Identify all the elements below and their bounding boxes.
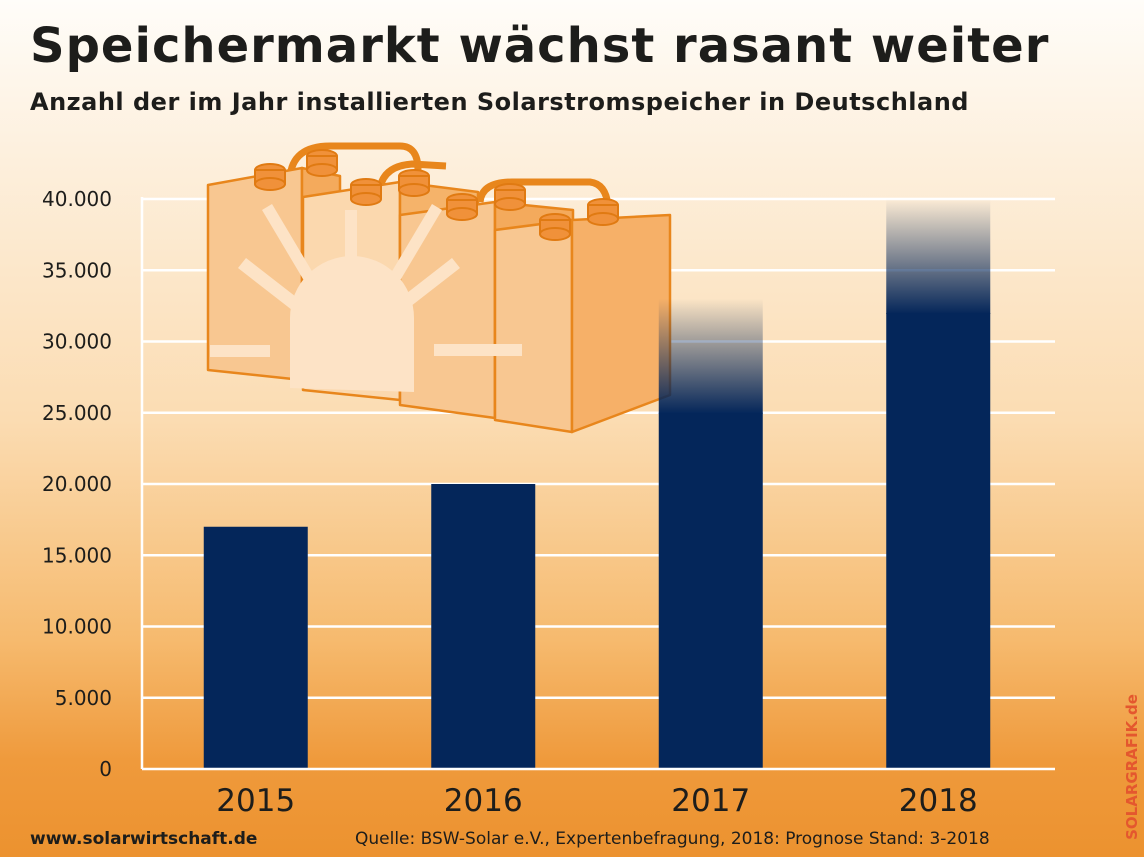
x-tick-label: 2017 <box>671 783 750 819</box>
bar <box>431 484 536 769</box>
y-tick-label: 40.000 <box>42 187 112 211</box>
axes <box>140 197 1055 771</box>
tick-labels: 0 5.000 10.000 15.000 20.000 25.000 30.000 35.0… <box>42 187 978 819</box>
y-tick-label: 15.000 <box>42 543 112 567</box>
bar-forecast-fade <box>658 298 763 414</box>
website-link[interactable]: www.solarwirtschaft.de <box>30 829 258 849</box>
y-tick-label: 10.000 <box>42 615 112 639</box>
x-tick-label: 2018 <box>899 783 978 819</box>
x-tick-label: 2015 <box>216 783 295 819</box>
y-tick-label: 25.000 <box>42 401 112 425</box>
y-tick-label: 0 <box>99 757 112 781</box>
y-tick-label: 20.000 <box>42 472 112 496</box>
chart-title: Speichermarkt wächst rasant weiter <box>30 18 1050 74</box>
bar <box>658 412 763 769</box>
bars <box>203 199 991 769</box>
credit-label: SOLARGRAFIK.de <box>1123 694 1141 840</box>
bar <box>886 313 991 769</box>
y-tick-label: 30.000 <box>42 330 112 354</box>
bar <box>203 526 308 769</box>
chart-subtitle: Anzahl der im Jahr installierten Solarst… <box>30 88 969 116</box>
bar-forecast-fade <box>886 199 991 314</box>
source-note: Quelle: BSW-Solar e.V., Expertenbefragun… <box>355 829 990 849</box>
battery-storage-sun-icon <box>206 142 672 434</box>
y-tick-label: 35.000 <box>42 258 112 282</box>
y-tick-label: 5.000 <box>55 686 112 710</box>
x-tick-label: 2016 <box>444 783 523 819</box>
